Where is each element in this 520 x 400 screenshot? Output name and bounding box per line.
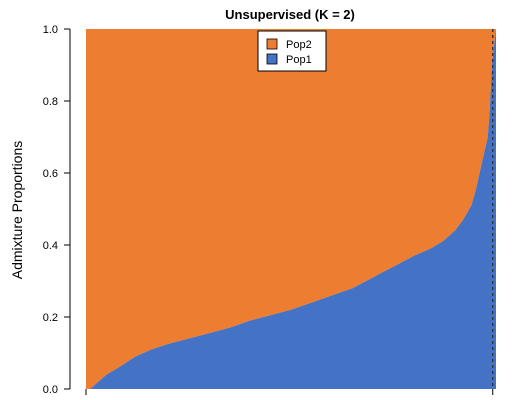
legend-swatch-pop2 xyxy=(266,38,278,50)
chart-title: Unsupervised (K = 2) xyxy=(225,7,355,22)
series-area-pop2 xyxy=(86,29,496,389)
y-tick-label: 0.2 xyxy=(43,312,58,324)
legend-swatch-pop1 xyxy=(266,53,278,65)
legend: Pop2 Pop1 xyxy=(257,30,327,72)
plot-area xyxy=(86,29,496,389)
y-axis-label: Admixture Proportions xyxy=(9,141,25,280)
y-tick-label: 0.0 xyxy=(43,384,58,396)
y-tick-label: 0.8 xyxy=(43,96,58,108)
y-axis: 0.0 0.2 0.4 0.6 0.8 1.0 xyxy=(43,24,494,396)
y-tick-label: 0.6 xyxy=(43,168,58,180)
y-tick-label: 0.4 xyxy=(43,240,58,252)
y-tick-label: 1.0 xyxy=(43,24,58,36)
series-area-pop1 xyxy=(86,29,496,389)
legend-label-pop1: Pop1 xyxy=(286,54,312,66)
legend-label-pop2: Pop2 xyxy=(286,39,312,51)
